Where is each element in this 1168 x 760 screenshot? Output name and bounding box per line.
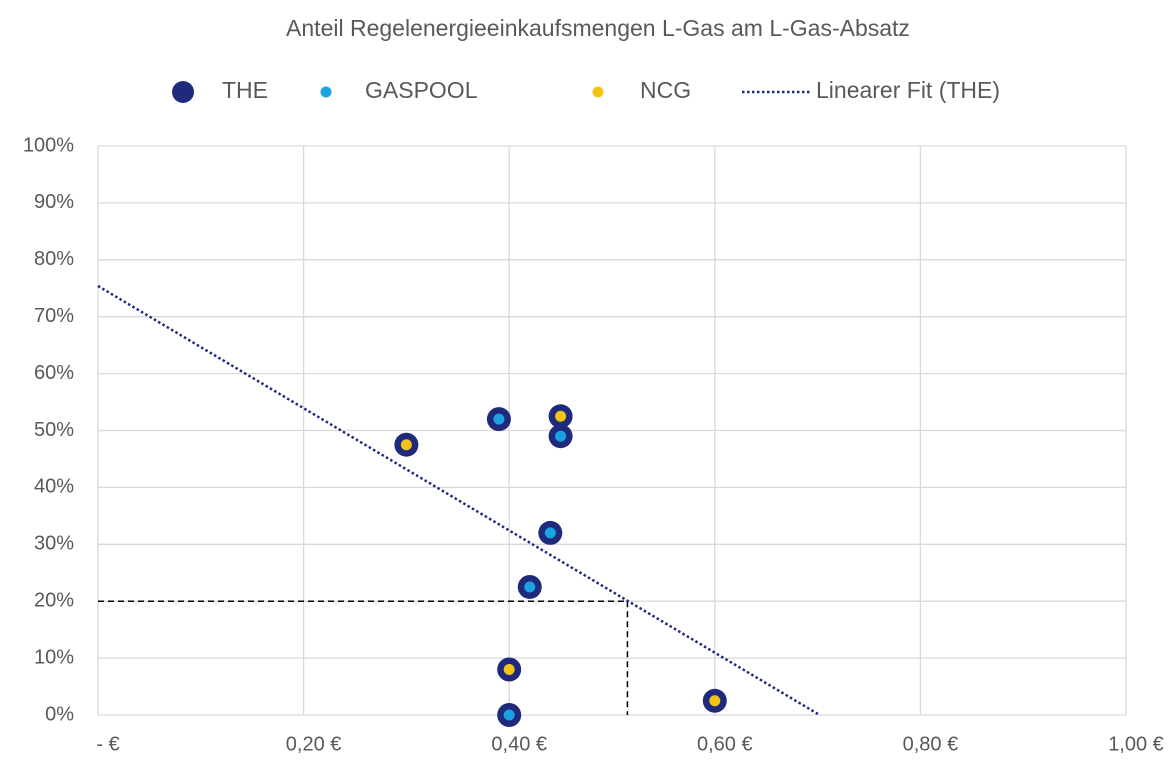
y-tick-label: 30% <box>34 533 74 555</box>
point <box>503 663 515 675</box>
x-tick-label: - € <box>96 733 119 755</box>
legend-label: NCG <box>640 77 691 103</box>
y-tick-label: 10% <box>34 646 74 668</box>
y-tick-label: 80% <box>34 248 74 270</box>
point <box>493 413 505 425</box>
point <box>555 430 567 442</box>
y-tick-label: 70% <box>34 305 74 327</box>
y-tick-label: 100% <box>23 134 74 156</box>
legend-marker <box>592 86 604 98</box>
y-tick-label: 0% <box>45 703 74 725</box>
point <box>555 410 567 422</box>
legend-label: THE <box>222 77 268 103</box>
y-tick-label: 60% <box>34 362 74 384</box>
legend-label: GASPOOL <box>365 77 478 103</box>
legend-label: Linearer Fit (THE) <box>816 77 1000 103</box>
legend-marker <box>172 81 194 103</box>
y-tick-label: 50% <box>34 419 74 441</box>
x-tick-label: 1,00 € <box>1108 733 1164 755</box>
y-tick-label: 20% <box>34 589 74 611</box>
x-tick-label: 0,40 € <box>491 733 547 755</box>
point <box>709 695 721 707</box>
chart-title: Anteil Regelenergieeinkaufsmengen L-Gas … <box>286 15 910 41</box>
point <box>524 581 536 593</box>
x-tick-label: 0,20 € <box>286 733 342 755</box>
fit-line <box>97 284 821 717</box>
legend-marker <box>320 86 332 98</box>
y-tick-label: 40% <box>34 476 74 498</box>
x-tick-label: 0,60 € <box>697 733 753 755</box>
point <box>503 709 515 721</box>
x-tick-label: 0,80 € <box>903 733 959 755</box>
y-tick-label: 90% <box>34 191 74 213</box>
point <box>400 439 412 451</box>
point <box>544 527 556 539</box>
